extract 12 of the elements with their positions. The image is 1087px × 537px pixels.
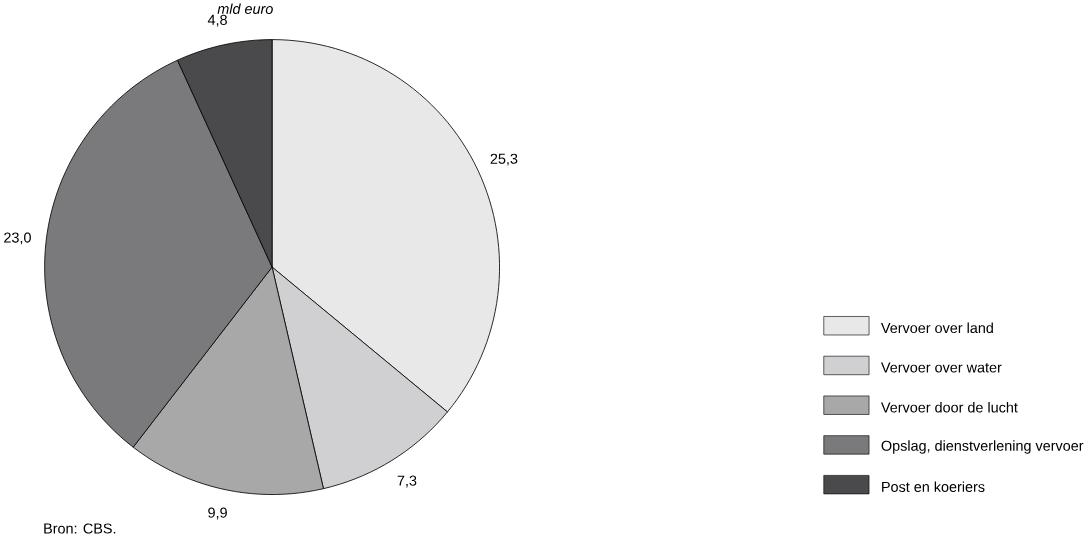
legend-label: Post en koeriers (882, 481, 985, 492)
data-label: 7,3 (397, 475, 417, 488)
legend-label: Vervoer over water (881, 362, 1002, 373)
chart-title: mld euro (217, 3, 273, 14)
legend-label: Opslag, dienstverlening vervoer (881, 440, 1084, 454)
data-label: 23,0 (4, 232, 31, 245)
legend-label: Vervoer door de lucht (881, 401, 1018, 413)
data-label: 25,3 (490, 153, 518, 166)
data-label: 9,9 (208, 507, 227, 520)
data-label: 4,8 (207, 14, 227, 27)
text: Bron: CBS. (44, 523, 116, 534)
legend-label: Vervoer over land (881, 322, 993, 334)
